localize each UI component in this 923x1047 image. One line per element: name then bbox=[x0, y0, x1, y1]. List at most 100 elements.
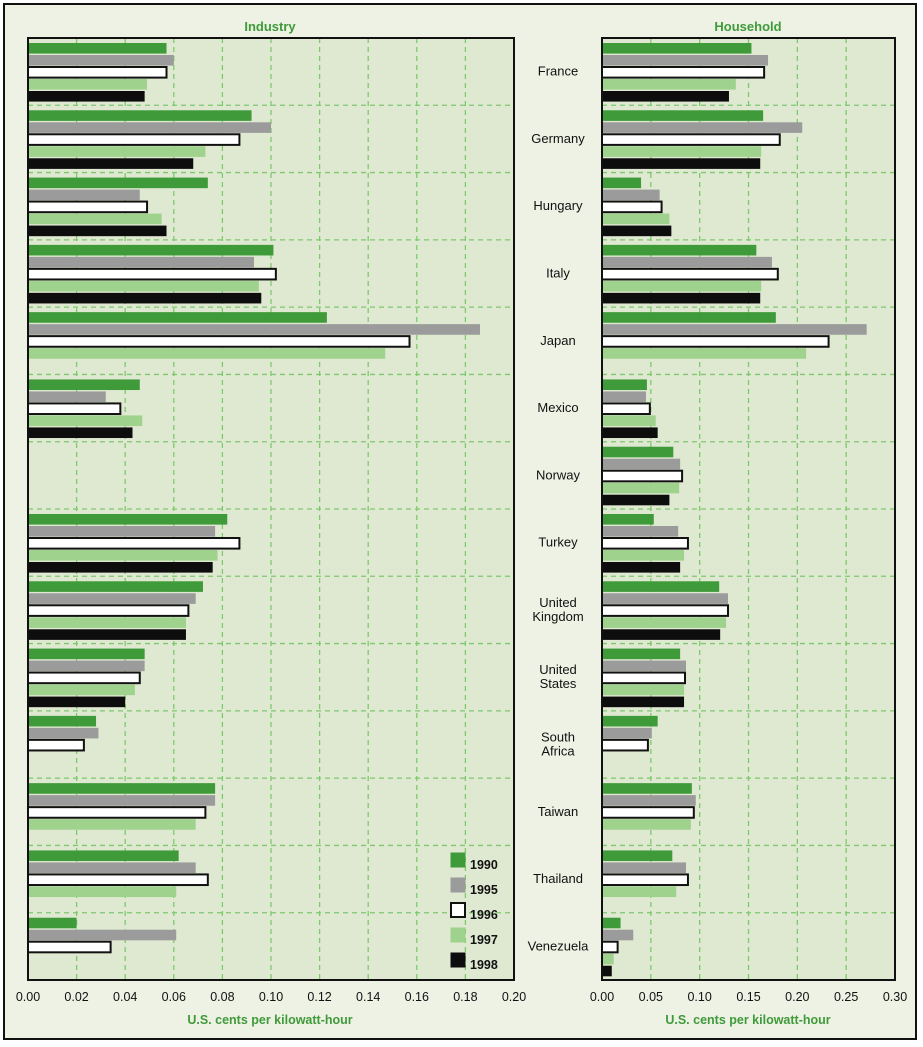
industry-bar-united-states-1990 bbox=[28, 648, 145, 660]
household-bar-turkey-1990 bbox=[602, 514, 654, 525]
industry-bar-france-1990 bbox=[28, 43, 167, 54]
household-bar-taiwan-1995 bbox=[602, 795, 696, 806]
country-label-united-kingdom: United bbox=[539, 595, 577, 610]
industry-bar-germany-1996 bbox=[27, 133, 241, 146]
household-bar-venezuela-1995 bbox=[602, 929, 634, 941]
country-label-germany: Germany bbox=[531, 131, 585, 146]
industry-x-tick-label: 0.10 bbox=[259, 990, 283, 1004]
household-bar-hungary-1996 bbox=[601, 200, 663, 214]
industry-bar-japan-1990 bbox=[28, 312, 327, 323]
industry-bar-south-africa-1995 bbox=[28, 727, 99, 739]
household-bar-turkey-1996 bbox=[601, 537, 689, 550]
industry-bar-italy-1997 bbox=[28, 280, 259, 292]
household-bar-germany-1996 bbox=[601, 133, 781, 146]
household-bar-taiwan-1996 bbox=[601, 806, 695, 819]
industry-bar-thailand-1995 bbox=[28, 862, 196, 874]
household-bar-united-states-1995 bbox=[602, 660, 686, 672]
legend-label-1990: 1990 bbox=[470, 858, 498, 872]
industry-x-tick-label: 0.16 bbox=[405, 990, 429, 1004]
country-labels: France Germany Hungary Italy Japan Mexico Norw… bbox=[528, 64, 589, 954]
household-title: Household bbox=[714, 19, 781, 34]
household-bar-taiwan-1990 bbox=[602, 783, 692, 794]
industry-x-tick-label: 0.12 bbox=[307, 990, 331, 1004]
household-bar-france-1990 bbox=[602, 43, 752, 54]
industry-bar-germany-1998 bbox=[28, 158, 194, 169]
household-bar-turkey-1997 bbox=[602, 550, 685, 561]
household-bar-italy-1990 bbox=[602, 244, 757, 256]
household-x-tick-label: 0.05 bbox=[639, 990, 663, 1004]
household-bar-france-1995 bbox=[602, 55, 769, 66]
industry-bar-mexico-1990 bbox=[28, 379, 140, 391]
household-bar-japan-1996 bbox=[601, 335, 830, 348]
household-x-tick-label: 0.00 bbox=[590, 990, 614, 1004]
industry-bar-united-states-1998 bbox=[28, 696, 126, 708]
household-bar-thailand-1990 bbox=[602, 850, 673, 862]
industry-bar-italy-1995 bbox=[28, 256, 254, 268]
industry-bar-thailand-1997 bbox=[28, 886, 177, 898]
industry-x-axis-label: U.S. cents per kilowatt-hour bbox=[187, 1013, 352, 1027]
country-label-united-kingdom: Kingdom bbox=[532, 609, 583, 624]
industry-bar-italy-1996 bbox=[27, 267, 277, 281]
industry-x-tick-label: 0.14 bbox=[356, 990, 380, 1004]
country-label-united-states: States bbox=[540, 676, 577, 691]
country-label-italy: Italy bbox=[546, 266, 570, 281]
industry-plot-border bbox=[27, 37, 515, 981]
industry-bar-japan-1995 bbox=[28, 324, 480, 335]
household-bar-united-kingdom-1995 bbox=[602, 593, 728, 604]
industry-bar-france-1997 bbox=[28, 79, 148, 90]
household-bar-turkey-1998 bbox=[602, 562, 681, 573]
household-bar-italy-1997 bbox=[602, 280, 762, 292]
country-label-south-africa: South bbox=[541, 730, 575, 745]
industry-x-tick-label: 0.02 bbox=[64, 990, 88, 1004]
industry-bar-taiwan-1990 bbox=[28, 783, 216, 794]
household-bar-germany-1997 bbox=[602, 146, 762, 157]
household-bar-united-kingdom-1997 bbox=[602, 617, 727, 628]
household-x-tick-label: 0.15 bbox=[736, 990, 760, 1004]
industry-panel: Industry U.S. cents per kilowatt-hour 0.… bbox=[16, 19, 526, 1027]
household-panel: Household U.S. cents per kilowatt-hour 0… bbox=[590, 19, 907, 1027]
industry-bar-united-states-1997 bbox=[28, 684, 135, 696]
household-bar-norway-1996 bbox=[601, 469, 684, 483]
industry-bar-turkey-1995 bbox=[28, 526, 216, 537]
legend-label-1996: 1996 bbox=[470, 908, 498, 922]
industry-bar-italy-1998 bbox=[28, 292, 262, 304]
industry-bar-taiwan-1995 bbox=[28, 795, 216, 806]
industry-bar-hungary-1990 bbox=[28, 177, 208, 189]
industry-bar-hungary-1995 bbox=[28, 189, 140, 201]
country-label-thailand: Thailand bbox=[533, 871, 583, 886]
industry-bar-venezuela-1995 bbox=[28, 929, 177, 941]
household-x-tick-label: 0.25 bbox=[834, 990, 858, 1004]
legend-swatch-1998 bbox=[450, 952, 466, 968]
industry-bar-mexico-1998 bbox=[28, 427, 133, 439]
household-bar-germany-1998 bbox=[602, 158, 761, 169]
industry-bar-mexico-1996 bbox=[27, 402, 122, 416]
industry-bar-turkey-1990 bbox=[28, 514, 228, 525]
household-bar-norway-1998 bbox=[602, 494, 670, 506]
legend-label-1998: 1998 bbox=[470, 958, 498, 972]
household-bar-south-africa-1996 bbox=[601, 738, 649, 752]
household-bar-mexico-1998 bbox=[602, 427, 658, 439]
household-bar-thailand-1996 bbox=[601, 873, 689, 887]
country-label-japan: Japan bbox=[540, 333, 575, 348]
household-bar-japan-1995 bbox=[602, 324, 867, 335]
household-bar-taiwan-1997 bbox=[602, 819, 691, 830]
industry-bar-italy-1990 bbox=[28, 244, 274, 256]
legend-swatch-1997 bbox=[450, 927, 466, 943]
industry-bar-hungary-1998 bbox=[28, 225, 167, 237]
industry-bar-thailand-1990 bbox=[28, 850, 179, 862]
household-bar-united-states-1990 bbox=[602, 648, 681, 660]
household-bar-turkey-1995 bbox=[602, 526, 679, 537]
household-bar-italy-1996 bbox=[601, 267, 779, 281]
country-label-norway: Norway bbox=[536, 467, 581, 482]
industry-bar-united-kingdom-1997 bbox=[28, 617, 186, 628]
industry-bar-japan-1996 bbox=[27, 335, 411, 348]
household-bar-mexico-1995 bbox=[602, 391, 646, 403]
household-bar-italy-1995 bbox=[602, 256, 772, 268]
industry-title: Industry bbox=[244, 19, 296, 34]
household-bar-mexico-1990 bbox=[602, 379, 647, 391]
household-bar-united-states-1998 bbox=[602, 696, 685, 708]
household-bar-hungary-1998 bbox=[602, 225, 672, 237]
legend-swatch-1995 bbox=[450, 877, 466, 893]
legend-swatch-1990 bbox=[450, 852, 466, 868]
